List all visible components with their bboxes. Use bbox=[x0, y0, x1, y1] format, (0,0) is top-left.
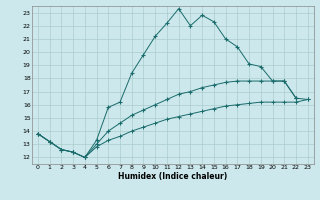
X-axis label: Humidex (Indice chaleur): Humidex (Indice chaleur) bbox=[118, 172, 228, 181]
